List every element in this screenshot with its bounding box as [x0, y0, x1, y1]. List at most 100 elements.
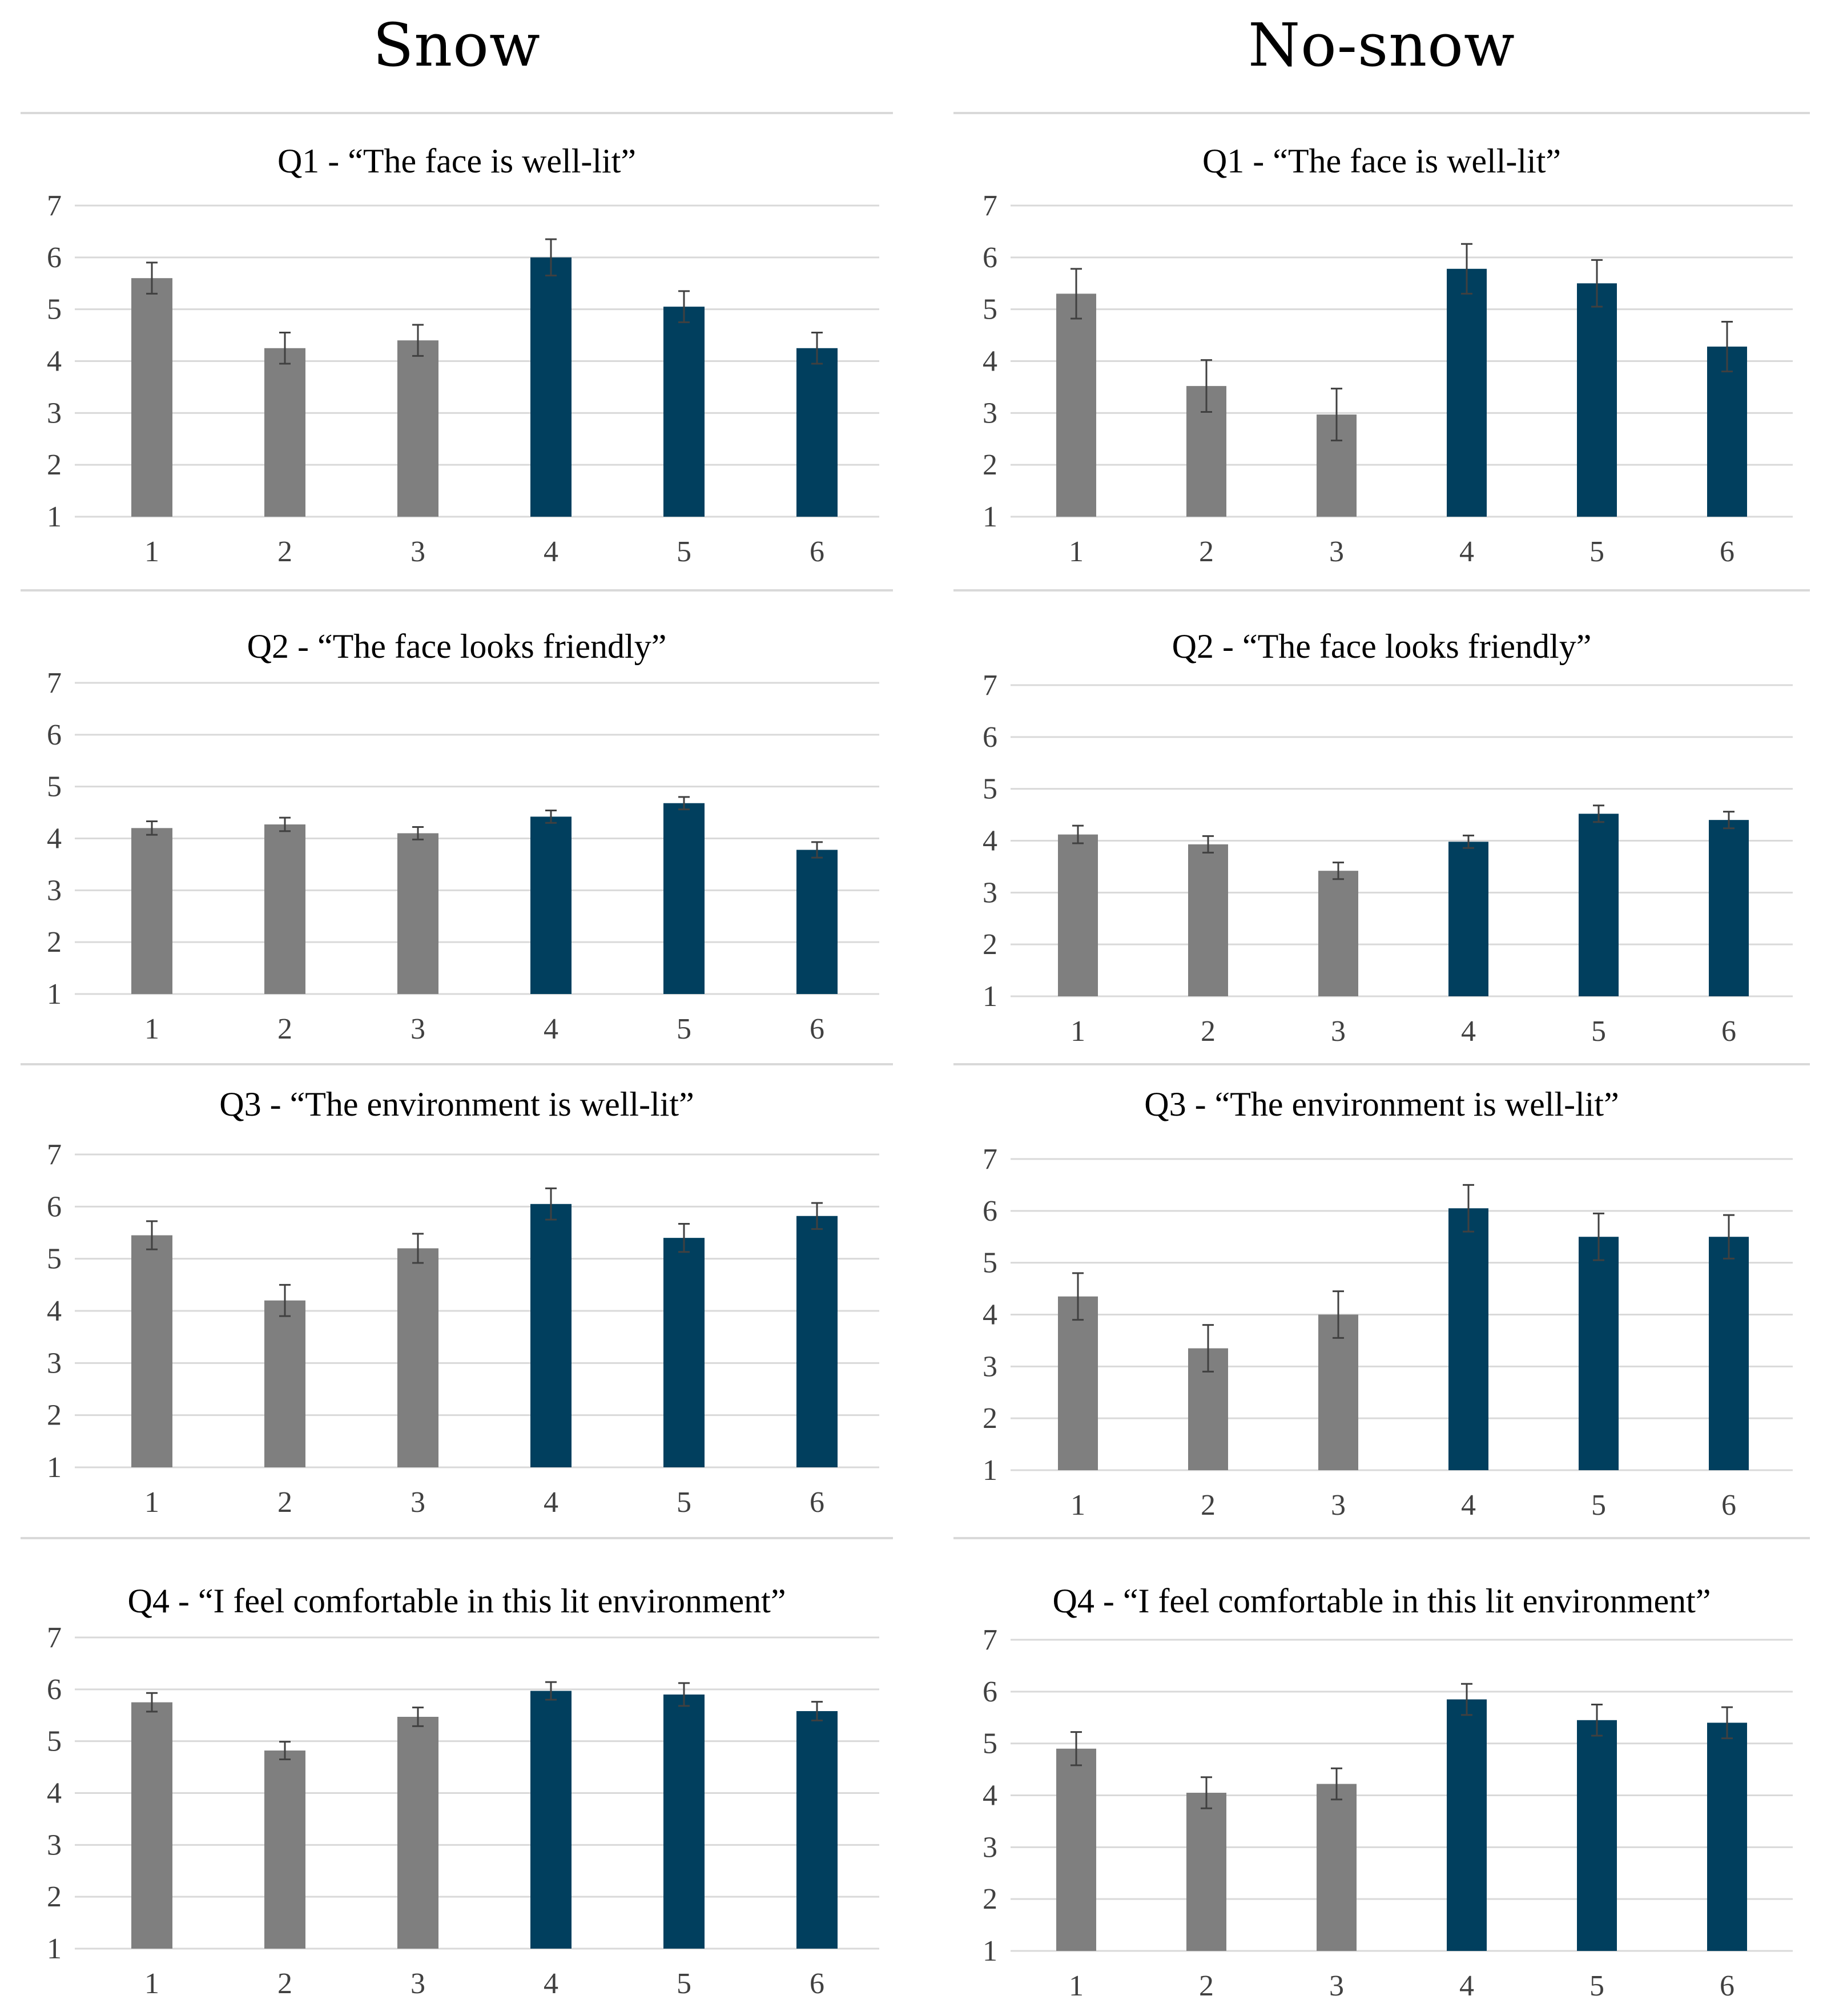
bar-1	[1056, 293, 1096, 517]
bar-2	[264, 1300, 305, 1467]
x-tick-label: 3	[1329, 1970, 1344, 2002]
bar-5	[663, 307, 705, 517]
y-tick-label: 5	[47, 1243, 62, 1275]
x-tick-label: 4	[544, 1486, 558, 1519]
bar-5	[1579, 1237, 1619, 1470]
chart-title: Q1 - “The face is well-lit”	[277, 142, 637, 180]
x-tick-label: 3	[411, 536, 425, 568]
bar-5	[663, 803, 705, 994]
y-tick-label: 5	[983, 1728, 997, 1760]
bar-2	[1188, 844, 1228, 996]
x-tick-label: 2	[1201, 1015, 1216, 1048]
y-tick-label: 4	[47, 1777, 62, 1810]
bar-4	[530, 816, 572, 994]
bar-chart-svg: 1 2 3 4 5 6 7 1 2 3 4 5 6	[983, 1143, 1793, 1522]
y-tick-label: 3	[47, 397, 62, 429]
x-tick-label: 5	[1591, 1489, 1606, 1522]
x-tick-label: 5	[1589, 536, 1604, 568]
x-tick-label: 2	[277, 536, 292, 568]
x-tick-label: 2	[277, 1013, 292, 1045]
y-tick-label: 5	[47, 293, 62, 326]
x-tick-label: 6	[1720, 536, 1735, 568]
y-tick-label: 4	[983, 345, 997, 378]
bar-4	[530, 257, 572, 517]
y-tick-label: 6	[983, 242, 997, 274]
x-tick-label: 3	[1329, 536, 1344, 568]
x-tick-label: 4	[1461, 1015, 1476, 1048]
chart-snow-q2: Q2 - “The face looks friendly” 1 2 3 4 5 6 7 1 2…	[21, 594, 893, 1068]
x-tick-label: 6	[810, 536, 824, 568]
bar-5	[1577, 1720, 1617, 1951]
bar-chart-svg: 1 2 3 4 5 6 7 1 2 3 4 5 6	[983, 190, 1793, 568]
y-tick-label: 6	[983, 1676, 997, 1708]
y-tick-label: 5	[47, 771, 62, 803]
bar-6	[1709, 820, 1749, 996]
x-tick-label: 6	[810, 1967, 824, 2000]
x-tick-label: 2	[277, 1967, 292, 2000]
y-tick-label: 6	[47, 719, 62, 751]
y-tick-label: 1	[983, 501, 997, 533]
bar-4	[1448, 1208, 1488, 1470]
bar-6	[1707, 347, 1747, 517]
y-tick-label: 4	[47, 823, 62, 855]
bar-6	[796, 850, 838, 994]
y-tick-label: 6	[47, 1190, 62, 1223]
bar-5	[663, 1694, 705, 1949]
y-tick-label: 1	[47, 1933, 62, 1965]
x-tick-label: 5	[677, 1967, 691, 2000]
y-tick-label: 4	[47, 1295, 62, 1327]
bar-4	[1448, 842, 1488, 996]
y-tick-label: 1	[983, 1454, 997, 1487]
bar-4	[530, 1204, 572, 1467]
chart-title: Q2 - “The face looks friendly”	[247, 627, 667, 665]
y-tick-label: 7	[47, 667, 62, 699]
chart-nosnow-q3: Q3 - “The environment is well-lit” 1 2 3 4 5…	[953, 1068, 1810, 1542]
y-tick-label: 3	[983, 1831, 997, 1864]
x-tick-label: 5	[1589, 1970, 1604, 2002]
y-tick-label: 5	[983, 293, 997, 326]
bar-3	[397, 340, 438, 517]
panel-divider	[21, 589, 893, 591]
y-tick-label: 3	[47, 874, 62, 907]
y-tick-label: 3	[983, 876, 997, 909]
y-tick-label: 1	[983, 980, 997, 1013]
bar-1	[131, 828, 172, 994]
bar-chart-svg: 1 2 3 4 5 6 7 1 2 3 4 5 6	[47, 667, 879, 1045]
bar-3	[1317, 1784, 1357, 1951]
snow-heading-divider	[21, 112, 893, 114]
panel-divider	[21, 1537, 893, 1539]
x-tick-label: 1	[144, 1013, 159, 1045]
snow-column-heading: Snow	[373, 10, 541, 80]
x-tick-label: 6	[810, 1486, 824, 1519]
y-tick-label: 2	[47, 1881, 62, 1913]
y-tick-label: 6	[47, 1673, 62, 1706]
x-tick-label: 6	[810, 1013, 824, 1045]
bar-4	[1447, 1699, 1487, 1951]
y-tick-label: 3	[47, 1347, 62, 1379]
chart-snow-q1: Q1 - “The face is well-lit” 1 2 3 4 5 6 7 1 2 3 4 5…	[21, 114, 893, 594]
x-tick-label: 5	[1591, 1015, 1606, 1048]
x-tick-label: 3	[1331, 1489, 1346, 1522]
chart-nosnow-q1: Q1 - “The face is well-lit” 1 2 3 4 5 6 7 1 2 3 4 5…	[953, 114, 1810, 594]
y-tick-label: 6	[983, 1195, 997, 1228]
bar-2	[264, 348, 305, 517]
bar-5	[1577, 283, 1617, 517]
bar-3	[397, 1248, 438, 1467]
x-tick-label: 2	[1199, 536, 1214, 568]
y-tick-label: 5	[983, 1247, 997, 1279]
y-tick-label: 3	[47, 1829, 62, 1861]
bar-2	[264, 1751, 305, 1949]
y-tick-label: 7	[47, 1138, 62, 1171]
bar-1	[1058, 834, 1098, 996]
bar-3	[1318, 871, 1358, 996]
y-tick-label: 7	[983, 669, 997, 702]
y-tick-label: 5	[47, 1725, 62, 1758]
y-tick-label: 6	[47, 242, 62, 274]
x-tick-label: 3	[411, 1486, 425, 1519]
y-tick-label: 3	[983, 1350, 997, 1383]
y-tick-label: 2	[983, 928, 997, 961]
bar-4	[1447, 268, 1487, 517]
bar-5	[663, 1238, 705, 1467]
y-tick-label: 5	[983, 773, 997, 806]
y-tick-label: 7	[983, 190, 997, 222]
